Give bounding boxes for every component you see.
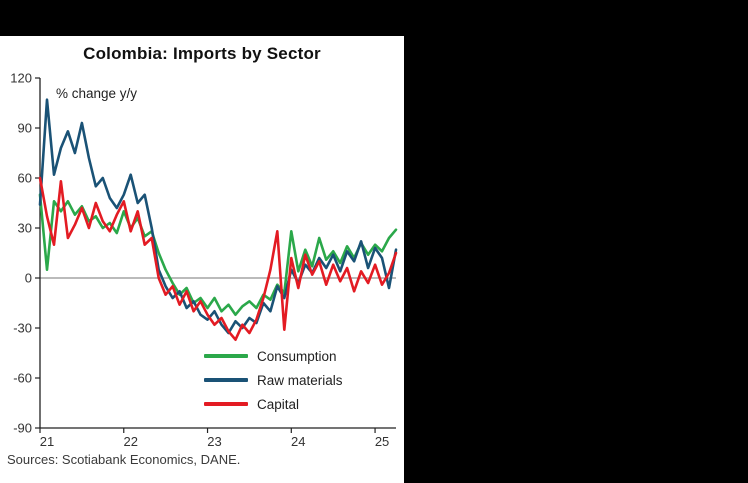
x-tick-label: 25 bbox=[375, 434, 389, 449]
legend-label-consumption: Consumption bbox=[257, 348, 337, 364]
x-tick-label: 22 bbox=[124, 434, 138, 449]
y-tick-label: -60 bbox=[13, 371, 32, 386]
chart-panel: 120 90 60 30 0 -30 -60 -90 21 22 23 24 25 Colombia: … bbox=[0, 36, 404, 483]
series-line-consumption bbox=[38, 193, 398, 317]
source-note: Sources: Scotiabank Economics, DANE. bbox=[7, 452, 241, 467]
y-axis-unit-annotation: % change y/y bbox=[56, 86, 138, 101]
chart-title: Colombia: Imports by Sector bbox=[83, 44, 321, 63]
legend-label-capital: Capital bbox=[257, 396, 300, 412]
legend-item-consumption: Consumption bbox=[204, 344, 343, 368]
x-tick-label: 21 bbox=[40, 434, 54, 449]
chart-legend: Consumption Raw materials Capital bbox=[204, 344, 343, 416]
legend-item-raw-materials: Raw materials bbox=[204, 368, 343, 392]
y-tick-label: -30 bbox=[13, 321, 32, 336]
legend-item-capital: Capital bbox=[204, 392, 343, 416]
line-chart: 120 90 60 30 0 -30 -60 -90 21 22 23 24 25 bbox=[10, 71, 398, 449]
y-tick-label: 120 bbox=[10, 71, 32, 86]
x-tick-label: 24 bbox=[291, 434, 305, 449]
y-tick-label: 0 bbox=[25, 271, 32, 286]
series-line-capital bbox=[38, 176, 398, 342]
legend-swatch-capital bbox=[204, 402, 248, 406]
x-tick-label: 23 bbox=[207, 434, 221, 449]
y-tick-label: -90 bbox=[13, 421, 32, 436]
series-line-raw-materials bbox=[38, 98, 398, 335]
legend-swatch-consumption bbox=[204, 354, 248, 358]
y-tick-label: 30 bbox=[18, 221, 32, 236]
legend-label-raw-materials: Raw materials bbox=[257, 372, 343, 388]
legend-swatch-raw-materials bbox=[204, 378, 248, 382]
y-tick-label: 60 bbox=[18, 171, 32, 186]
y-tick-label: 90 bbox=[18, 121, 32, 136]
